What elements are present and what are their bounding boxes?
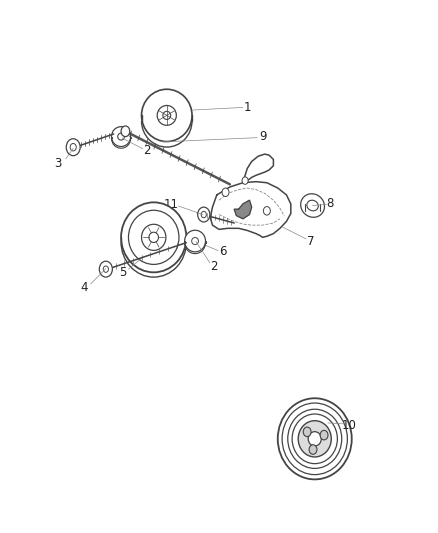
Circle shape <box>242 177 248 184</box>
Ellipse shape <box>292 414 337 464</box>
Ellipse shape <box>192 238 198 245</box>
Polygon shape <box>234 200 252 219</box>
Ellipse shape <box>149 232 159 243</box>
Ellipse shape <box>308 432 321 446</box>
Circle shape <box>222 188 229 197</box>
Text: 3: 3 <box>54 157 62 169</box>
Ellipse shape <box>307 200 318 211</box>
Circle shape <box>201 212 206 217</box>
Text: 8: 8 <box>326 197 334 211</box>
Text: 1: 1 <box>244 101 251 114</box>
Text: 6: 6 <box>219 245 226 258</box>
Text: 9: 9 <box>259 130 266 143</box>
Text: 4: 4 <box>80 281 88 294</box>
Circle shape <box>103 266 109 272</box>
Circle shape <box>198 207 210 222</box>
Ellipse shape <box>141 224 166 251</box>
Text: 11: 11 <box>164 198 179 211</box>
Ellipse shape <box>278 398 352 479</box>
Ellipse shape <box>121 203 186 272</box>
Circle shape <box>121 126 130 136</box>
Text: 2: 2 <box>210 260 218 273</box>
Circle shape <box>99 261 113 277</box>
Ellipse shape <box>118 133 124 140</box>
Ellipse shape <box>282 403 347 474</box>
Circle shape <box>320 430 328 440</box>
Ellipse shape <box>112 127 131 147</box>
Circle shape <box>263 207 270 215</box>
Ellipse shape <box>185 230 205 252</box>
Text: 10: 10 <box>342 419 357 432</box>
Circle shape <box>70 143 76 151</box>
Circle shape <box>66 139 80 156</box>
Ellipse shape <box>300 194 325 217</box>
Ellipse shape <box>298 421 331 457</box>
Text: 5: 5 <box>120 266 127 279</box>
Circle shape <box>303 427 311 437</box>
Circle shape <box>309 445 317 454</box>
Ellipse shape <box>128 211 179 264</box>
Ellipse shape <box>163 111 171 119</box>
Text: 2: 2 <box>143 144 151 157</box>
Ellipse shape <box>157 106 177 125</box>
Ellipse shape <box>288 409 342 469</box>
Text: 7: 7 <box>307 235 314 247</box>
Ellipse shape <box>141 89 192 142</box>
